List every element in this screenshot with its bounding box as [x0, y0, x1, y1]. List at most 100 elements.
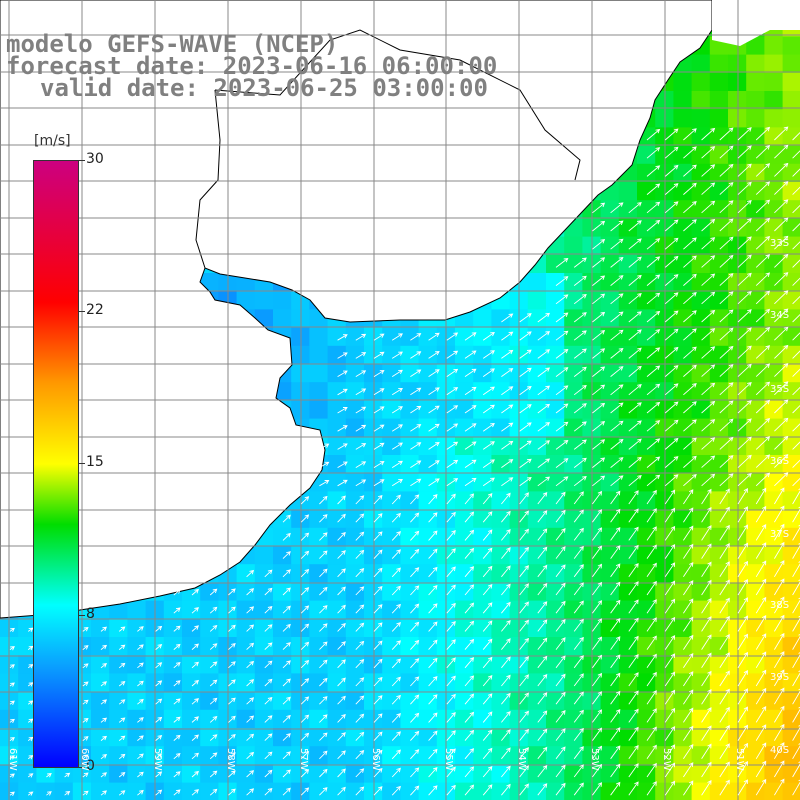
field-cell [618, 200, 638, 219]
wind-arrow [774, 454, 789, 468]
wind-arrow [555, 367, 569, 377]
wind-arrow [519, 601, 529, 614]
wind-arrow [610, 457, 624, 468]
field-cell [109, 637, 128, 656]
field-cell [709, 200, 729, 219]
wind-arrow [209, 679, 218, 687]
lon-label: 61W [7, 748, 18, 771]
wind-arrow [555, 728, 566, 741]
field-cell [91, 728, 110, 747]
wind-arrow [155, 625, 163, 632]
field-cell [673, 109, 693, 128]
wind-arrow [300, 641, 310, 650]
field-cell [764, 473, 784, 492]
wind-arrow [464, 332, 477, 341]
wind-arrow [592, 563, 603, 578]
wind-arrow [555, 655, 566, 669]
field-cell [782, 309, 800, 329]
wind-arrow [774, 742, 785, 760]
wind-arrow [355, 352, 367, 359]
field-cell [527, 455, 547, 474]
field-cell [254, 709, 274, 729]
wind-arrow [719, 127, 734, 141]
field-cell [309, 564, 329, 583]
wind-arrow [573, 691, 584, 705]
wind-arrow [373, 695, 383, 705]
wind-arrow [501, 313, 514, 323]
field-cell [364, 618, 383, 638]
wind-arrow [537, 637, 548, 650]
field-cell [418, 691, 438, 711]
field-cell [382, 418, 401, 438]
field-cell [527, 400, 547, 420]
field-cell [127, 655, 147, 674]
wind-arrow [355, 443, 367, 450]
wind-arrow [410, 621, 420, 632]
wind-arrow [319, 641, 328, 650]
wind-arrow [355, 424, 367, 432]
field-cell [600, 509, 620, 529]
wind-arrow [573, 421, 587, 432]
wind-arrow [737, 633, 748, 650]
field-cell [600, 673, 620, 693]
wind-arrow [410, 351, 422, 359]
wind-arrow [173, 753, 181, 760]
field-cell [345, 345, 365, 365]
field-cell [527, 309, 547, 329]
wind-arrow [264, 715, 273, 723]
wind-arrow [701, 364, 716, 377]
field-cell [91, 637, 110, 656]
wind-arrow [228, 770, 236, 778]
field-cell [764, 637, 784, 656]
field-cell [764, 400, 784, 420]
wind-arrow [737, 218, 752, 232]
wind-arrow [519, 765, 529, 778]
wind-arrow [610, 781, 621, 796]
wind-arrow [209, 625, 218, 632]
field-cell [764, 182, 784, 201]
field-cell [236, 728, 256, 747]
wind-arrow [537, 655, 548, 669]
field-cell [564, 382, 583, 401]
field-cell [364, 473, 383, 492]
field-cell [364, 546, 383, 565]
field-cell [637, 163, 656, 183]
field-cell [455, 600, 474, 620]
field-cell [709, 163, 729, 183]
field-cell [418, 436, 438, 456]
field-cell [782, 509, 800, 529]
field-cell [345, 418, 365, 438]
field-cell [673, 709, 693, 729]
field-cell [728, 655, 747, 674]
field-cell [637, 382, 656, 401]
wind-arrow [355, 388, 367, 396]
field-cell [527, 546, 547, 565]
wind-arrow [610, 545, 621, 559]
wind-arrow [482, 784, 493, 796]
wind-arrow [701, 725, 712, 741]
wind-arrow [191, 716, 199, 723]
field-cell [382, 327, 401, 347]
wind-arrow [755, 524, 767, 541]
field-cell [364, 600, 383, 620]
field-cell [327, 491, 347, 511]
wind-arrow [610, 438, 624, 450]
wind-arrow [792, 241, 800, 250]
wind-arrow [428, 441, 440, 450]
wind-arrow [701, 419, 716, 432]
wind-arrow [646, 347, 661, 359]
land-mask [0, 0, 713, 619]
wind-arrow [573, 257, 587, 268]
wind-arrow [410, 676, 420, 687]
field-cell [382, 364, 401, 383]
wind-arrow [774, 399, 789, 414]
wind-arrow [592, 384, 606, 396]
field-cell [728, 600, 747, 620]
wind-arrow [519, 728, 529, 741]
wind-arrow [719, 652, 730, 669]
wind-arrow [410, 478, 422, 487]
wind-arrow [264, 696, 273, 705]
field-cell [527, 673, 547, 693]
wind-arrow [774, 344, 789, 359]
wind-arrow [391, 785, 401, 796]
